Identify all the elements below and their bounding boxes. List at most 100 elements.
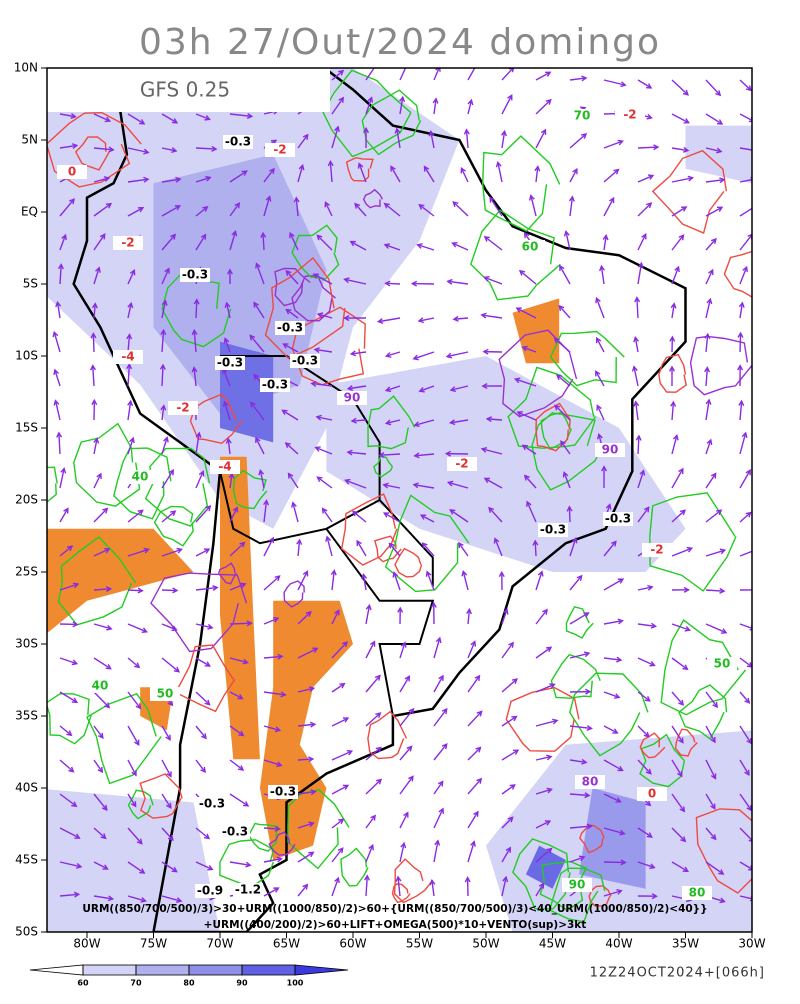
- wind-arrow: [468, 711, 482, 726]
- lat-label: 45S: [15, 853, 38, 867]
- lat-label: 10N: [14, 61, 38, 75]
- contour-label: -0.3: [225, 135, 251, 149]
- contour: [506, 688, 579, 752]
- wind-arrow: [128, 726, 139, 745]
- wind-arrow: [536, 610, 547, 624]
- wind-arrow-head: [473, 63, 477, 68]
- wind-arrow: [672, 80, 688, 95]
- contour-label: -0.3: [277, 321, 303, 335]
- colorbar-label: 70: [130, 979, 142, 988]
- contour: [724, 250, 777, 301]
- contour-label: 80: [689, 886, 706, 900]
- wind-arrow: [536, 647, 551, 658]
- wind-arrow: [740, 470, 750, 488]
- contour-label: 90: [569, 878, 586, 892]
- contour-label: -0.9: [197, 884, 223, 898]
- wind-arrow: [93, 334, 94, 352]
- lat-label: EQ: [21, 205, 38, 219]
- lon-label: 60W: [339, 937, 366, 951]
- wind-arrow-head: [373, 63, 377, 68]
- wind-arrow: [323, 509, 332, 522]
- wind-arrow: [536, 100, 551, 114]
- lon-label: 35W: [672, 937, 699, 951]
- contour: [471, 210, 561, 300]
- wind-arrow: [366, 779, 381, 794]
- colorbar-cell: [136, 965, 189, 975]
- wind-arrow: [196, 726, 206, 738]
- lat-label: 25S: [15, 565, 38, 579]
- wind-arrow: [740, 204, 758, 216]
- lon-label: 65W: [273, 937, 300, 951]
- wind-arrow: [230, 623, 251, 624]
- lon-label: 40W: [605, 937, 632, 951]
- wind-arrow: [740, 549, 757, 556]
- wind-arrow: [264, 576, 280, 590]
- wind-arrow: [400, 747, 411, 760]
- colorbar-cell: [295, 965, 348, 975]
- contour-label: 70: [574, 109, 591, 123]
- wind-arrow: [706, 114, 722, 124]
- wind-arrow: [706, 239, 716, 250]
- colorbar-label: 100: [287, 979, 304, 988]
- contour: [46, 694, 91, 744]
- wind-arrow: [502, 67, 514, 80]
- contour-label: -0.3: [222, 825, 248, 839]
- contour-label: 40: [92, 679, 109, 693]
- wind-arrow: [706, 692, 717, 707]
- contour-label: -0.3: [199, 797, 225, 811]
- wind-arrow: [638, 203, 651, 216]
- orange-area: [260, 601, 353, 860]
- colorbar-cell: [189, 965, 242, 975]
- wind-arrow-head: [754, 148, 759, 153]
- wind-arrow: [366, 713, 380, 726]
- contour-label: -2: [455, 457, 468, 471]
- contour-label: 50: [157, 687, 174, 701]
- wind-arrow: [94, 508, 107, 522]
- wind-arrow: [638, 726, 649, 737]
- contour-label: -0.3: [605, 512, 631, 526]
- wind-arrow: [672, 235, 683, 250]
- wind-arrow: [196, 692, 210, 705]
- wind-arrow: [298, 571, 307, 590]
- lat-label: 20S: [15, 493, 38, 507]
- wind-arrow: [559, 306, 570, 318]
- lon-label: 75W: [140, 937, 167, 951]
- wind-arrow: [400, 709, 413, 726]
- contour-label: 60: [522, 240, 539, 254]
- lat-label: 10S: [15, 349, 38, 363]
- title: 03h 27/Out/2024 domingo: [139, 22, 661, 63]
- wind-arrow: [638, 147, 658, 148]
- wind-arrow: [637, 298, 638, 318]
- wind-arrow-head: [752, 549, 757, 553]
- wind-arrow: [604, 579, 623, 590]
- wind-arrow: [604, 198, 614, 216]
- wind-arrow: [485, 237, 502, 250]
- colorbar-label: 90: [236, 979, 248, 988]
- wind-arrow: [400, 776, 413, 794]
- contour-label: 90: [344, 391, 361, 405]
- wind-arrow: [468, 63, 478, 80]
- lat-label: 30S: [15, 637, 38, 651]
- wind-arrow: [740, 80, 751, 90]
- colorbar-cell: [30, 965, 83, 975]
- wind-arrow: [400, 676, 409, 692]
- wind-arrow: [196, 300, 197, 318]
- wind-arrow: [93, 366, 94, 386]
- wind-arrow: [604, 170, 618, 182]
- wind-arrow: [502, 643, 513, 658]
- wind-arrow: [468, 812, 478, 828]
- footer: 12Z24OCT2024+[066h]: [590, 966, 765, 981]
- contour: [395, 549, 422, 577]
- wind-arrow: [502, 679, 517, 692]
- wind-arrow: [434, 709, 447, 726]
- wind-arrow: [162, 658, 179, 672]
- contour: [691, 336, 755, 394]
- contour-label: -2: [176, 401, 189, 415]
- wind-arrow: [400, 62, 408, 80]
- wind-arrow: [706, 474, 716, 488]
- wind-arrow: [230, 794, 248, 806]
- map-area: -0.3-2-0.3-0.3-0.3-0.3-0.3-0.3-0.3-0.3-0…: [15, 39, 777, 932]
- contour-label: -0.3: [270, 785, 296, 799]
- wind-arrow: [94, 692, 109, 707]
- wind-arrow: [672, 658, 687, 669]
